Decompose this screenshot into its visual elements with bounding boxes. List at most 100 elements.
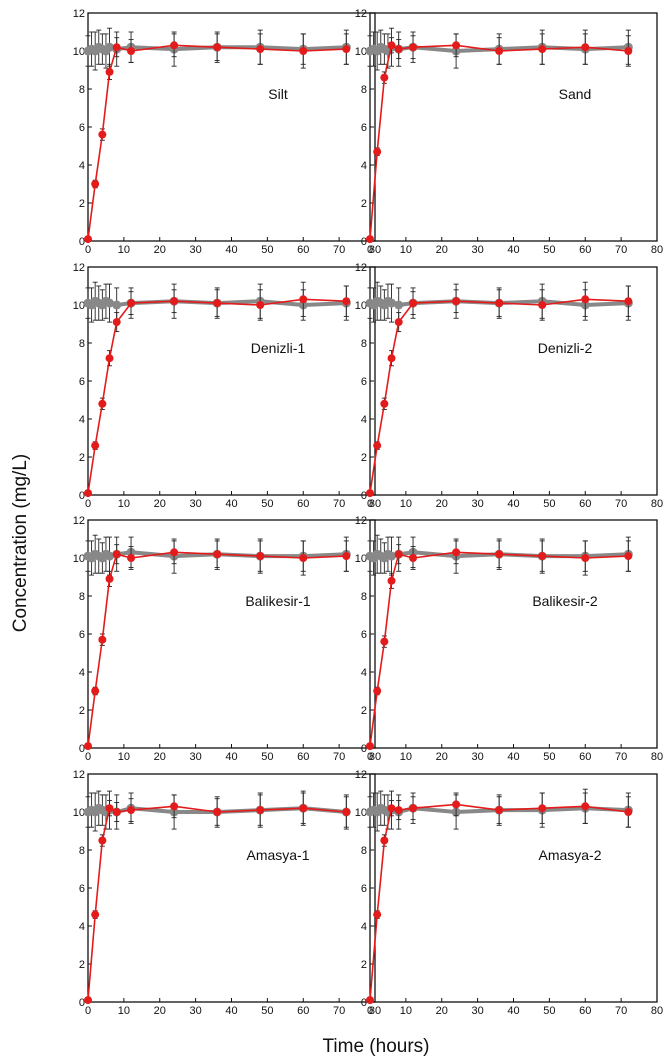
data-point (342, 808, 351, 816)
data-point (127, 554, 136, 562)
panel-label: Denizli-2 (538, 340, 593, 356)
data-point (213, 808, 222, 816)
y-tick-label: 6 (79, 122, 85, 134)
data-point (373, 687, 382, 695)
x-tick-label: 50 (543, 244, 555, 256)
data-point (409, 804, 418, 813)
data-point (84, 489, 92, 498)
y-tick-label: 4 (361, 414, 367, 426)
x-tick-label: 70 (333, 751, 345, 763)
data-point (538, 301, 547, 309)
y-tick-label: 8 (361, 84, 367, 96)
y-tick-label: 6 (79, 376, 85, 388)
x-tick-label: 10 (118, 1005, 130, 1017)
data-point (366, 742, 374, 751)
data-point (112, 808, 121, 816)
data-point (581, 43, 590, 52)
x-tick-label: 50 (261, 751, 273, 763)
y-tick-label: 4 (79, 414, 85, 426)
y-tick-label: 8 (79, 84, 85, 96)
y-tick-label: 12 (73, 8, 85, 20)
x-tick-label: 0 (85, 244, 91, 256)
data-point (387, 41, 396, 50)
x-tick-label: 0 (367, 498, 373, 510)
x-tick-label: 40 (507, 1005, 519, 1017)
panel-label: Balikesir-2 (532, 593, 598, 609)
x-tick-label: 50 (261, 244, 273, 256)
data-point (342, 552, 351, 561)
y-tick-label: 0 (79, 743, 85, 755)
series-line (87, 298, 347, 494)
chart-panel-6: 0 2 4 6 8 10 12 0 10 20 30 40 50 60 70 80 Balikesir-2 (355, 515, 663, 763)
y-tick-label: 10 (355, 300, 367, 312)
data-point (105, 804, 114, 813)
y-tick-label: 8 (79, 338, 85, 350)
data-point (452, 297, 461, 306)
y-tick-label: 0 (79, 490, 85, 502)
x-tick-label: 60 (579, 751, 591, 763)
x-tick-label: 40 (507, 498, 519, 510)
x-tick-label: 20 (154, 498, 166, 510)
data-point (373, 147, 382, 156)
data-point (342, 45, 351, 54)
data-point (581, 802, 590, 811)
x-tick-label: 20 (154, 244, 166, 256)
x-tick-label: 60 (297, 498, 309, 510)
data-point (112, 300, 122, 310)
series-line (369, 803, 629, 1001)
y-tick-label: 4 (79, 667, 85, 679)
data-point (409, 299, 418, 308)
y-tick-label: 2 (361, 959, 367, 971)
data-point (624, 47, 633, 55)
data-point (495, 299, 504, 308)
series-red (84, 33, 351, 244)
x-tick-label: 50 (543, 1005, 555, 1017)
x-tick-label: 50 (543, 498, 555, 510)
data-point (256, 552, 265, 561)
panel-label: Denizli-1 (251, 340, 306, 356)
data-point (409, 554, 418, 562)
y-tick-label: 8 (79, 591, 85, 603)
y-tick-label: 6 (361, 883, 367, 895)
y-tick-label: 0 (79, 997, 85, 1009)
data-point (256, 806, 265, 815)
x-tick-label: 20 (436, 751, 448, 763)
data-point (299, 295, 308, 304)
data-point (98, 130, 107, 139)
y-tick-label: 10 (355, 807, 367, 819)
x-tick-label: 0 (367, 751, 373, 763)
data-point (112, 43, 121, 52)
data-point (452, 800, 461, 809)
data-point (98, 635, 107, 644)
series-red (366, 281, 633, 498)
y-tick-label: 4 (79, 921, 85, 933)
y-tick-label: 2 (361, 452, 367, 464)
data-point (84, 742, 92, 751)
data-point (342, 297, 351, 306)
x-tick-label: 60 (579, 498, 591, 510)
data-point (409, 43, 418, 52)
data-point (495, 806, 504, 815)
data-point (495, 47, 504, 55)
data-point (213, 550, 222, 559)
data-point (366, 996, 374, 1005)
y-tick-label: 10 (73, 46, 85, 58)
x-tick-label: 50 (261, 1005, 273, 1017)
data-point (91, 441, 100, 450)
data-point (624, 297, 633, 306)
y-tick-label: 12 (355, 262, 367, 274)
data-point (387, 298, 397, 308)
y-tick-label: 10 (73, 300, 85, 312)
data-point (127, 47, 136, 55)
series-line (369, 551, 629, 747)
data-point (105, 298, 115, 308)
x-tick-label: 10 (400, 244, 412, 256)
y-tick-label: 4 (361, 667, 367, 679)
data-point (91, 180, 100, 188)
x-tick-label: 60 (297, 1005, 309, 1017)
data-point (380, 399, 389, 408)
x-tick-label: 40 (225, 498, 237, 510)
data-point (366, 235, 374, 244)
